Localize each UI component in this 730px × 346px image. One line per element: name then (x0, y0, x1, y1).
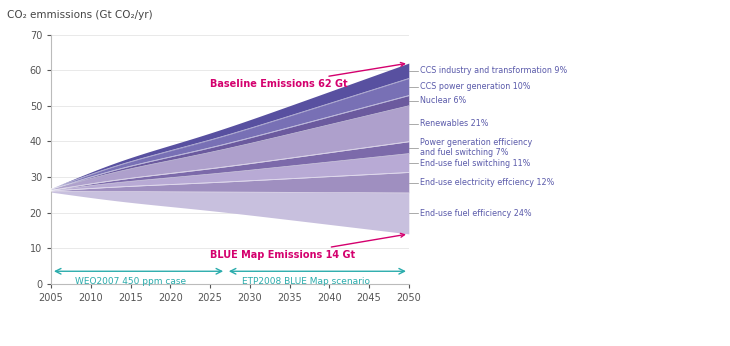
Text: ETP2008 BLUE Map scenario: ETP2008 BLUE Map scenario (242, 276, 370, 285)
Text: Renewables 21%: Renewables 21% (420, 119, 488, 128)
Text: Baseline Emissions 62 Gt: Baseline Emissions 62 Gt (210, 63, 404, 89)
Text: End-use electricity effciency 12%: End-use electricity effciency 12% (420, 178, 554, 187)
Text: CCS industry and transformation 9%: CCS industry and transformation 9% (420, 66, 567, 75)
Text: CCS power generation 10%: CCS power generation 10% (420, 82, 530, 91)
Text: BLUE Map Emissions 14 Gt: BLUE Map Emissions 14 Gt (210, 233, 404, 260)
Text: End-use fuel switching 11%: End-use fuel switching 11% (420, 158, 530, 167)
Text: Nuclear 6%: Nuclear 6% (420, 96, 466, 105)
Text: WEO2007 450 ppm case: WEO2007 450 ppm case (75, 276, 186, 285)
Text: CO₂ emmissions (Gt CO₂/yr): CO₂ emmissions (Gt CO₂/yr) (7, 10, 153, 20)
Text: Power generation efficiency
and fuel switching 7%: Power generation efficiency and fuel swi… (420, 138, 532, 157)
Text: End-use fuel efficiency 24%: End-use fuel efficiency 24% (420, 209, 531, 218)
